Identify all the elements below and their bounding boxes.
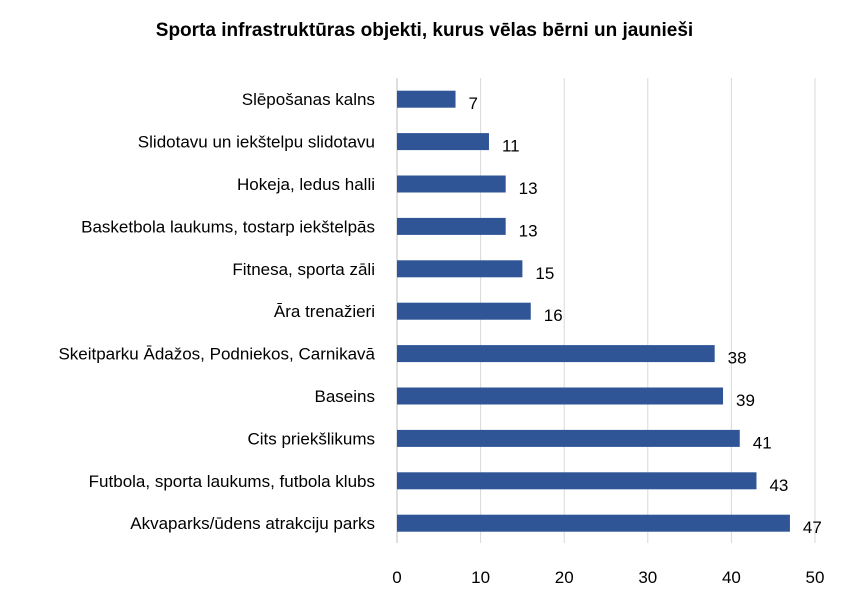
- category-label-0: Slēpošanas kalns: [242, 90, 375, 109]
- category-label-7: Baseins: [315, 387, 375, 406]
- value-label-0: 7: [469, 94, 478, 113]
- bar-5: [397, 302, 531, 320]
- bar-3: [397, 217, 506, 235]
- bar-1: [397, 133, 489, 151]
- category-label-5: Āra trenažieri: [274, 302, 375, 321]
- x-tick-label-50: 50: [806, 568, 825, 587]
- x-tick-label-30: 30: [638, 568, 657, 587]
- chart-title: Sporta infrastruktūras objekti, kurus vē…: [155, 20, 694, 41]
- bar-2: [397, 175, 506, 193]
- value-label-7: 39: [736, 391, 755, 410]
- value-label-10: 47: [803, 518, 822, 537]
- x-tick-label-0: 0: [392, 568, 401, 587]
- value-label-6: 38: [728, 349, 747, 368]
- bar-7: [397, 387, 724, 405]
- value-label-5: 16: [544, 306, 563, 325]
- x-tick-label-40: 40: [722, 568, 741, 587]
- category-label-1: Slidotavu un iekštelpu slidotavu: [138, 133, 375, 152]
- bar-8: [397, 429, 740, 447]
- category-label-4: Fitnesa, sporta zāli: [232, 260, 375, 279]
- value-label-4: 15: [535, 264, 554, 283]
- category-label-2: Hokeja, ledus halli: [237, 175, 375, 194]
- category-label-9: Futbola, sporta laukums, futbola klubs: [89, 472, 375, 491]
- value-label-8: 41: [753, 433, 772, 452]
- value-label-9: 43: [769, 476, 788, 495]
- bar-4: [397, 260, 523, 278]
- bar-0: [397, 90, 456, 108]
- value-label-1: 11: [502, 137, 520, 156]
- category-label-6: Skeitparku Ādažos, Podniekos, Carnikavā: [58, 345, 375, 364]
- category-label-8: Cits priekšlikums: [247, 429, 375, 448]
- category-label-3: Basketbola laukums, tostarp iekštelpās: [81, 217, 375, 236]
- x-tick-label-10: 10: [471, 568, 490, 587]
- x-tick-label-20: 20: [555, 568, 574, 587]
- bar-10: [397, 514, 790, 532]
- bar-9: [397, 472, 757, 490]
- value-label-3: 13: [519, 221, 538, 240]
- bar-6: [397, 345, 715, 363]
- value-label-2: 13: [519, 179, 538, 198]
- category-label-10: Akvaparks/ūdens atrakciju parks: [130, 514, 375, 533]
